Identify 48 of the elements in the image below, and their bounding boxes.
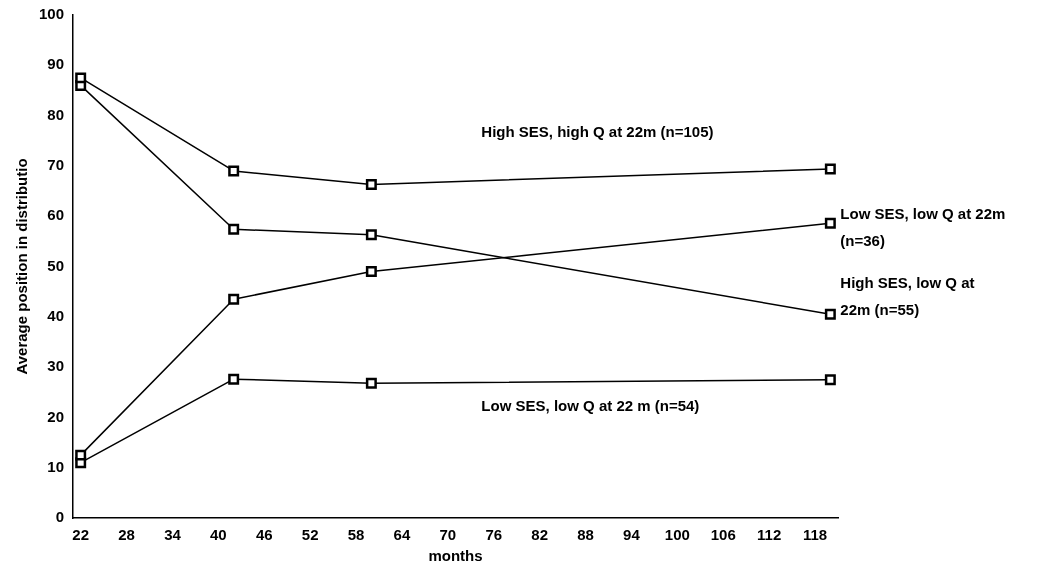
x-tick-label: 58	[347, 526, 365, 544]
point	[365, 377, 377, 389]
point	[228, 373, 240, 385]
x-axis-title: months	[428, 547, 483, 565]
y-tick-label: 50	[47, 256, 65, 274]
point	[824, 308, 836, 320]
y-tick-label: 100	[39, 5, 65, 23]
x-tick-label: 70	[439, 526, 457, 544]
point	[365, 229, 377, 241]
series-label: High SES, low Q at 22m (n=55)	[840, 274, 975, 319]
x-tick-label: 106	[710, 526, 736, 544]
x-tick-label: 118	[802, 526, 828, 544]
x-tick-label: 22	[72, 526, 90, 544]
point	[228, 165, 240, 177]
x-tick-label: 100	[664, 526, 690, 544]
point	[824, 163, 836, 175]
y-axis-title: Average position in distributio	[13, 158, 31, 375]
y-tick-label: 30	[47, 357, 65, 375]
text: High SES, high Q at 22m (n=105)	[481, 122, 714, 140]
point	[365, 179, 377, 190]
point	[75, 449, 87, 461]
y-tick-label: 20	[47, 407, 65, 425]
point	[365, 266, 377, 278]
point	[824, 374, 836, 386]
x-tick-label: 46	[255, 526, 273, 544]
point	[228, 223, 240, 235]
point	[75, 72, 87, 84]
y-tick-label: 60	[47, 206, 65, 224]
x-tick-label: 52	[301, 526, 319, 544]
x-tick-label: 82	[531, 526, 548, 544]
y-tick-label: 0	[55, 508, 65, 526]
x-tick-label: 40	[210, 526, 227, 544]
x-tick-label: 76	[485, 526, 503, 544]
y-tick-label: 80	[47, 105, 65, 123]
x-tick-label: 112	[757, 526, 782, 544]
y-tick-label: 70	[47, 156, 65, 174]
x-tick-label: 88	[577, 526, 594, 544]
x-tick-label: 94	[623, 526, 641, 544]
y-tick-label: 40	[47, 306, 65, 324]
series-label: Low SES, low Q at 22 m (n=54)	[481, 397, 700, 415]
x-tick-label: 28	[118, 526, 135, 544]
y-tick-label: 10	[47, 457, 65, 475]
point	[824, 217, 836, 229]
point	[228, 293, 240, 305]
x-tick-label: 64	[393, 526, 411, 544]
x-tick-label: 34	[164, 526, 182, 544]
series-label: Low SES, low Q at 22m (n=36)	[840, 205, 1006, 250]
y-tick-label: 90	[47, 55, 65, 73]
